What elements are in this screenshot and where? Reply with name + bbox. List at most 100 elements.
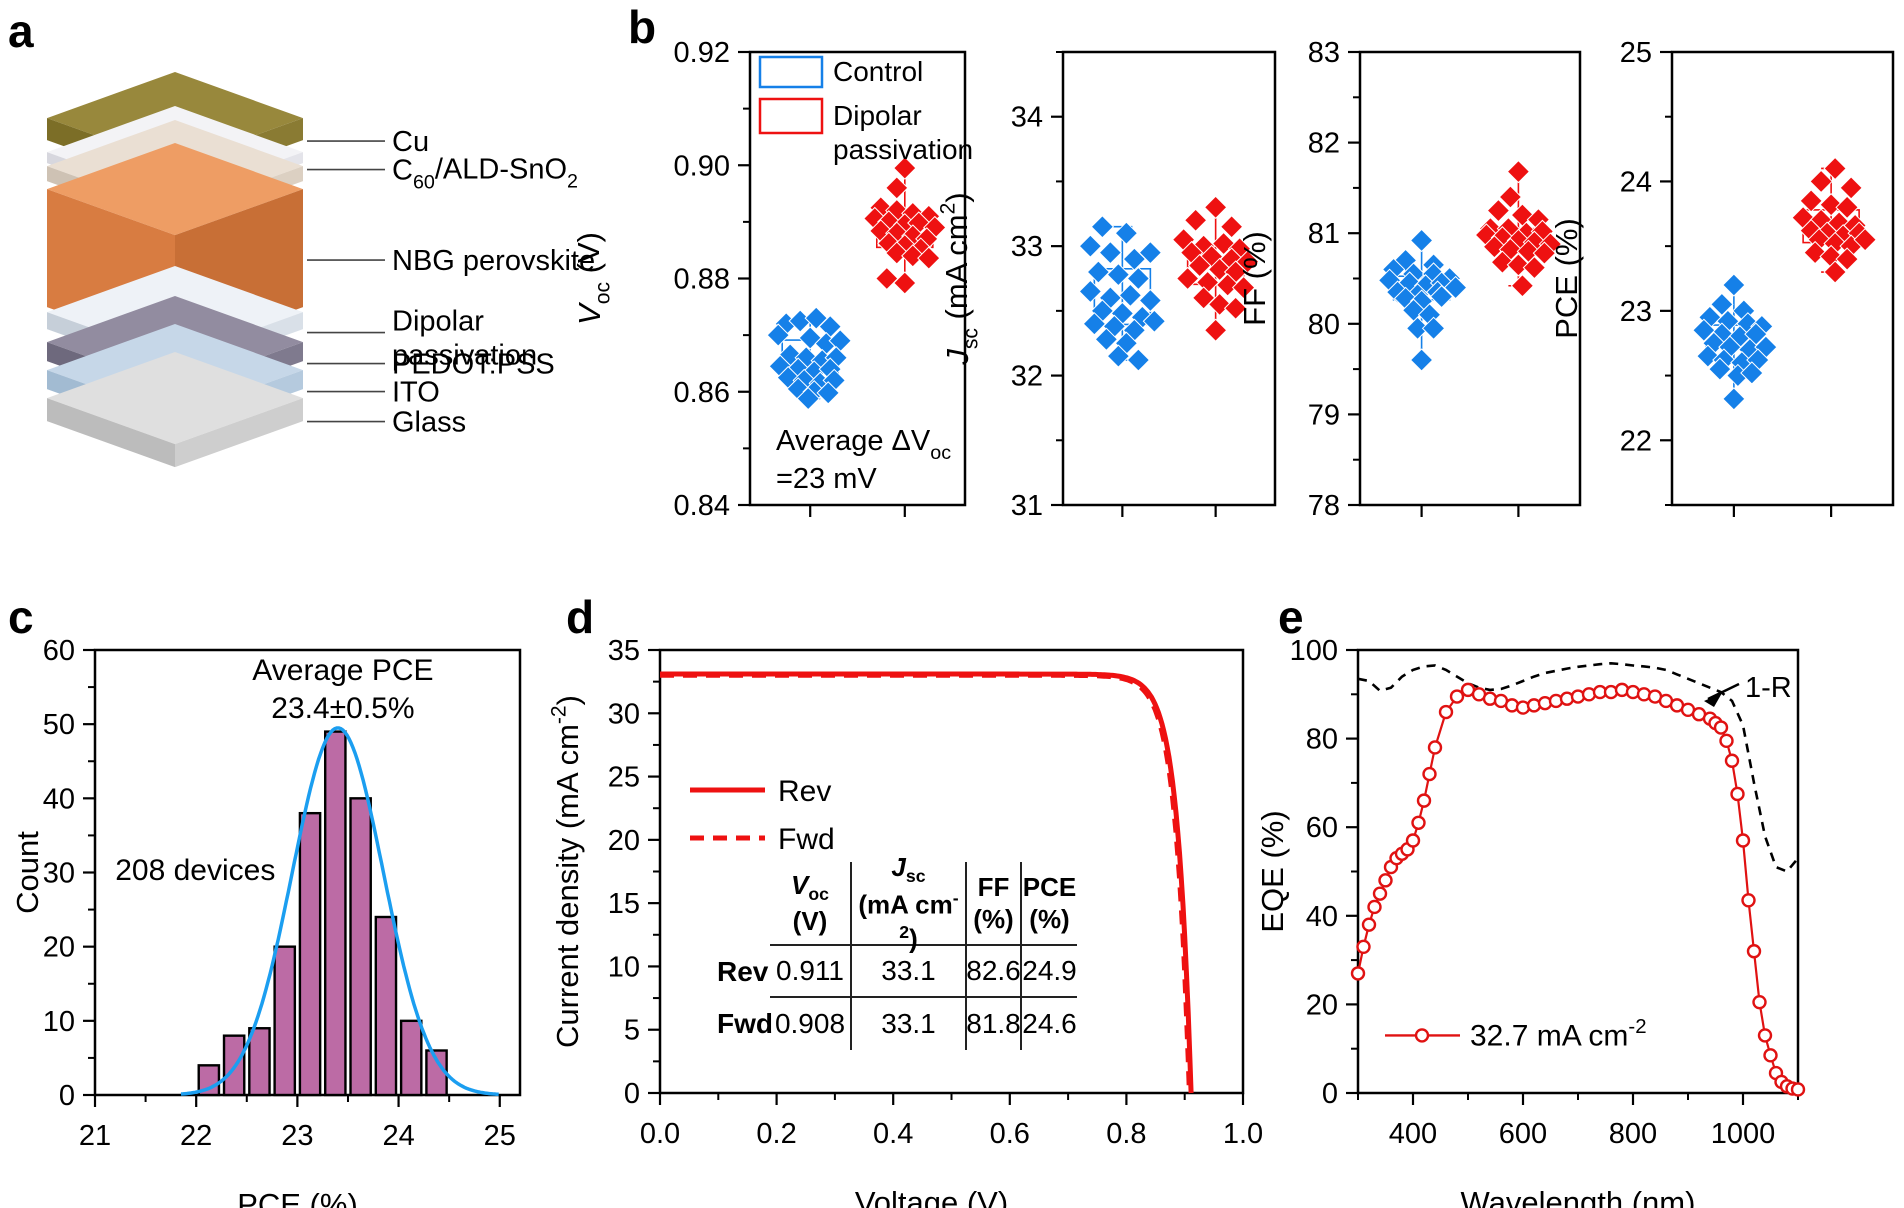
data-point-diamond: [1187, 253, 1212, 278]
data-point-diamond: [1835, 247, 1859, 271]
scatter-series-control: [1692, 273, 1778, 411]
data-point-diamond: [804, 306, 828, 330]
data-point-diamond: [1710, 292, 1734, 317]
data-point-diamond: [1803, 240, 1827, 265]
y-tick-label: 20: [43, 932, 75, 964]
average-pce-value: 23.4±0.5%: [271, 692, 414, 725]
histogram-bar: [349, 797, 372, 1097]
data-point-diamond: [1722, 387, 1746, 411]
data-point-diamond: [1098, 240, 1123, 265]
scatter-series-control: [1377, 228, 1468, 372]
jv-parameters-table: Voc (V) Jsc (mA cm-2) FF (%) PCE (%) Rev 0.9…: [715, 852, 1077, 1050]
eqe-marker: [1730, 786, 1745, 802]
data-point-diamond: [1078, 234, 1103, 258]
y-tick-label: 30: [43, 858, 75, 890]
layer-label: Dipolar: [392, 306, 484, 338]
eqe-marker: [1350, 966, 1366, 981]
data-point-diamond: [1498, 185, 1523, 209]
one-minus-r-curve: [1357, 661, 1800, 874]
eqe-marker: [1367, 899, 1382, 915]
layer-label: C60/ALD-SnO2: [392, 154, 578, 194]
y-tick-label: 0.88: [674, 264, 730, 296]
data-point-diamond: [766, 323, 790, 347]
histogram-bar: [324, 730, 347, 1097]
eqe-marker: [1405, 833, 1421, 848]
data-point-diamond: [1490, 250, 1515, 274]
data-point-diamond: [875, 266, 899, 291]
eqe-marker: [1449, 689, 1465, 704]
panel-letter-d: d: [566, 591, 595, 643]
eqe-marker: [1378, 873, 1393, 888]
scatter-series-dipolar: [1791, 156, 1877, 284]
data-point-diamond: [1696, 344, 1720, 368]
data-point-diamond: [1215, 273, 1240, 297]
data-point-diamond: [1207, 292, 1232, 317]
panel-b-plot-b_ff: 78 79 80 81 82 83 FF (%): [1237, 37, 1582, 522]
panel-c-histogram: 0 10 20 30 40 50 60 21 22 23 24 25 Count PCE (%) Avera…: [10, 635, 522, 1208]
y-tick-label: 31: [1011, 490, 1043, 522]
data-point-diamond: [917, 246, 941, 270]
y-axis-title: Current density (mA cm-2): [547, 695, 585, 1048]
layer-label: NBG perovskite: [392, 245, 595, 277]
data-point-diamond: [893, 271, 917, 295]
table-corner: [715, 862, 770, 946]
data-point-diamond: [1114, 221, 1139, 245]
gaussian-fit-curve: [180, 726, 499, 1097]
y-tick-label: 20: [1306, 989, 1338, 1021]
table-header-jsc: Jsc (mA cm-2): [850, 852, 965, 954]
y-tick-label: 60: [43, 635, 75, 667]
one-minus-r-label: 1-R: [1745, 672, 1792, 704]
data-point-diamond: [1086, 260, 1111, 284]
eqe-marker: [1416, 793, 1432, 808]
y-tick-label: 83: [1308, 37, 1340, 69]
y-tick-label: 80: [1306, 724, 1338, 756]
x-axis-title: PCE (%): [237, 1187, 358, 1208]
data-point-diamond: [1207, 257, 1232, 282]
table-row-label: Rev: [717, 956, 769, 987]
data-point-diamond: [1183, 208, 1208, 232]
table-cell: 0.911: [770, 946, 850, 998]
data-point-diamond: [1443, 275, 1468, 300]
layer-label: passivation: [392, 340, 537, 372]
table-cell: 24.9: [1020, 946, 1077, 998]
y-tick-label: 78: [1308, 490, 1340, 522]
eqe-marker: [1438, 704, 1454, 720]
x-tick-label: 0.0: [640, 1118, 680, 1150]
eqe-marker: [1372, 886, 1388, 901]
data-point-diamond: [1219, 215, 1244, 239]
data-point-diamond: [1203, 318, 1228, 342]
annotation-arrow-line: [1707, 682, 1740, 701]
table-header-ff: FF (%): [965, 862, 1020, 946]
y-tick-label: 32: [1011, 361, 1043, 393]
x-axis-title: Voltage (V): [855, 1185, 1008, 1208]
data-point-diamond: [1823, 260, 1847, 284]
data-point-diamond: [1853, 227, 1877, 252]
x-tick-label: 0.4: [873, 1118, 913, 1150]
data-point-diamond: [1090, 215, 1115, 239]
data-point-diamond: [1175, 266, 1200, 291]
data-point-diamond: [1819, 193, 1843, 217]
y-axis-title: Count: [10, 831, 45, 914]
data-point-diamond: [1409, 348, 1434, 372]
data-point-diamond: [1510, 274, 1535, 298]
eqe-marker: [1763, 1048, 1778, 1063]
eqe-marker: [1790, 1082, 1806, 1097]
y-tick-label: 25: [1620, 37, 1652, 69]
table-header-pce: PCE (%): [1020, 862, 1077, 946]
device-count-annotation: 208 devices: [115, 854, 275, 887]
data-point-diamond: [1823, 156, 1847, 181]
data-point-diamond: [1429, 284, 1454, 309]
data-point-diamond: [1532, 241, 1557, 265]
scatter-series-dipolar: [1171, 195, 1260, 342]
y-tick-label: 100: [1290, 635, 1338, 667]
data-point-diamond: [1231, 275, 1256, 300]
eqe-marker: [1724, 753, 1740, 768]
data-point-diamond: [1094, 327, 1119, 352]
y-tick-label: 82: [1308, 128, 1340, 160]
jv-curve-fwd: [660, 672, 1192, 1094]
y-tick-label: 35: [608, 635, 640, 667]
data-point-diamond: [1409, 228, 1434, 253]
y-tick-label: 24: [1620, 166, 1652, 198]
x-tick-label: 24: [382, 1120, 414, 1152]
scatter-series-control: [1078, 215, 1167, 372]
